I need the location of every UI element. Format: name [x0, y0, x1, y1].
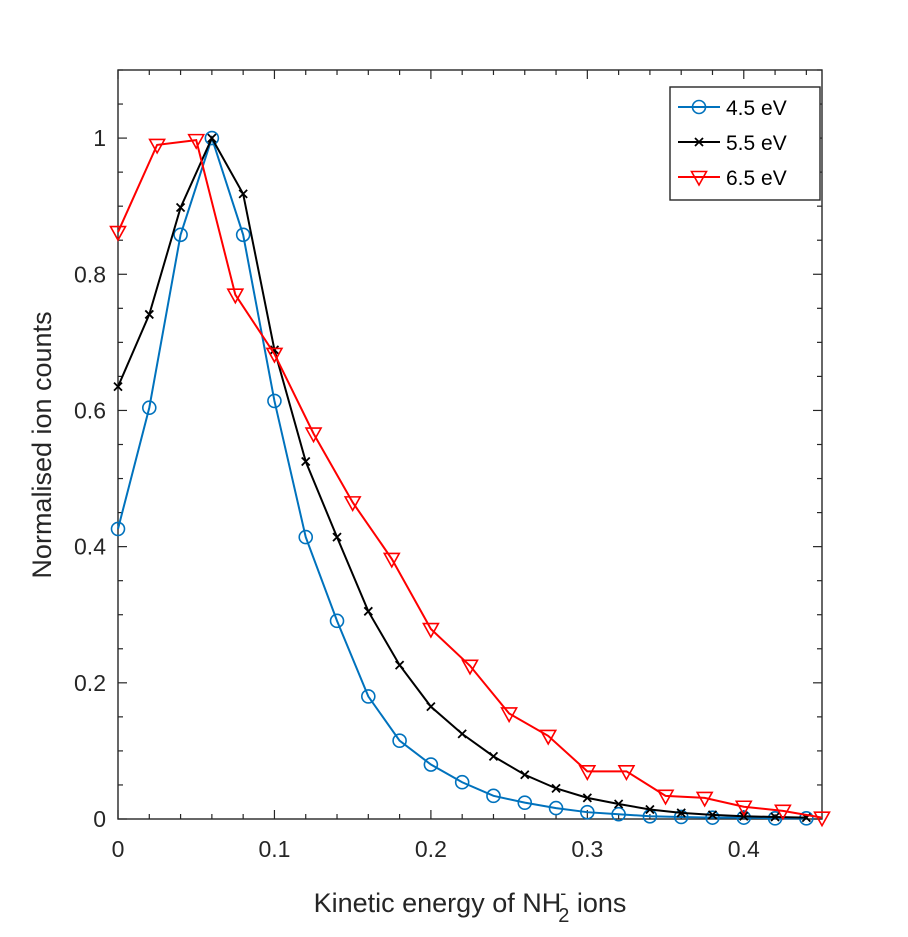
series-layer [109, 130, 831, 828]
data-point [548, 800, 564, 816]
data-point [488, 751, 499, 761]
x-tick-label: 0 [112, 836, 125, 862]
data-point [423, 757, 439, 772]
y-axis-label: Normalised ion counts [27, 311, 57, 578]
data-point [269, 345, 280, 355]
y-tick-label: 0.8 [74, 261, 106, 287]
data-point [332, 532, 342, 542]
data-point [461, 659, 479, 676]
data-point [617, 765, 636, 781]
data-point [204, 130, 220, 146]
data-point [676, 808, 686, 818]
data-point [611, 806, 626, 822]
x-axis-label-subscript: 2 [558, 905, 569, 927]
data-point [304, 427, 323, 444]
series-line [117, 134, 807, 820]
y-tick-label: 0.4 [74, 534, 106, 560]
data-point [394, 660, 405, 670]
x-tick-label: 0.4 [728, 836, 760, 862]
data-point [343, 496, 362, 513]
data-point [695, 791, 714, 808]
data-point [175, 202, 186, 213]
data-point [673, 809, 689, 825]
data-point [238, 189, 248, 199]
data-point [767, 811, 783, 826]
data-point [110, 521, 126, 537]
data-point [656, 789, 675, 806]
series-5_5-eV [113, 133, 811, 823]
data-point [426, 702, 436, 712]
data-point [382, 552, 401, 569]
data-point [173, 227, 188, 243]
data-point [520, 770, 530, 780]
x-axis-label-suffix: ions [569, 888, 626, 918]
legend-item: 5.5 eV [678, 132, 787, 155]
series-6_5-eV [109, 133, 831, 828]
data-point [267, 393, 282, 409]
data-point [392, 733, 407, 748]
data-point [187, 133, 206, 150]
legend: 4.5 eV 5.5 eV 6.5 eV [669, 86, 821, 201]
data-point [539, 729, 558, 746]
legend-marker [691, 99, 707, 115]
data-point [235, 227, 251, 243]
data-point [148, 138, 166, 155]
data-point [734, 800, 753, 817]
data-point [645, 804, 655, 815]
x-tick-label: 0.1 [258, 836, 290, 862]
data-point [517, 795, 533, 810]
legend-item: 6.5 eV [678, 167, 787, 190]
data-point [207, 133, 217, 143]
legend-marker [694, 137, 704, 147]
data-point [361, 689, 376, 704]
x-axis-label-superscript: - [560, 883, 566, 903]
tick-labels: 0 0.1 0.2 0.3 0.4 0 0.2 0.4 0.6 0.8 1 [74, 125, 760, 862]
data-point [774, 804, 792, 821]
data-point [141, 400, 157, 416]
legend-label: 5.5 eV [726, 132, 787, 155]
data-point [109, 225, 127, 242]
data-point [457, 729, 467, 739]
data-point [500, 707, 518, 724]
legend-item: 4.5 eV [678, 97, 787, 120]
data-point [301, 456, 311, 467]
x-tick-label: 0.3 [571, 836, 603, 862]
series-4_5-eV [110, 130, 814, 826]
data-point [813, 811, 831, 828]
x-axis-label-main: Kinetic energy of NH [314, 888, 562, 918]
data-point [422, 622, 440, 639]
data-point [578, 765, 597, 781]
legend-marker [690, 170, 708, 187]
data-point [613, 799, 624, 809]
y-tick-label: 1 [93, 125, 106, 151]
legend-box [669, 86, 821, 201]
legend-label: 4.5 eV [726, 97, 787, 120]
data-point [226, 288, 245, 305]
data-point [736, 810, 752, 825]
y-tick-label: 0.6 [74, 397, 106, 423]
y-tick-label: 0 [93, 806, 106, 832]
data-point [265, 347, 284, 364]
data-point [144, 309, 154, 320]
data-point [298, 529, 314, 545]
data-point [551, 783, 561, 793]
data-point [329, 613, 345, 629]
data-point [705, 810, 720, 825]
x-axis-label: Kinetic energy of NH-2 ions [314, 883, 627, 927]
data-point [582, 793, 592, 803]
data-point [486, 788, 501, 804]
data-point [580, 804, 595, 820]
data-point [363, 606, 373, 616]
data-point [454, 774, 470, 790]
series-line [117, 139, 823, 819]
data-point [770, 812, 780, 822]
x-tick-label: 0.2 [415, 836, 447, 862]
data-point [113, 381, 123, 392]
y-tick-label: 0.2 [74, 670, 106, 696]
data-point [707, 810, 718, 820]
legend-label: 6.5 eV [726, 167, 787, 190]
